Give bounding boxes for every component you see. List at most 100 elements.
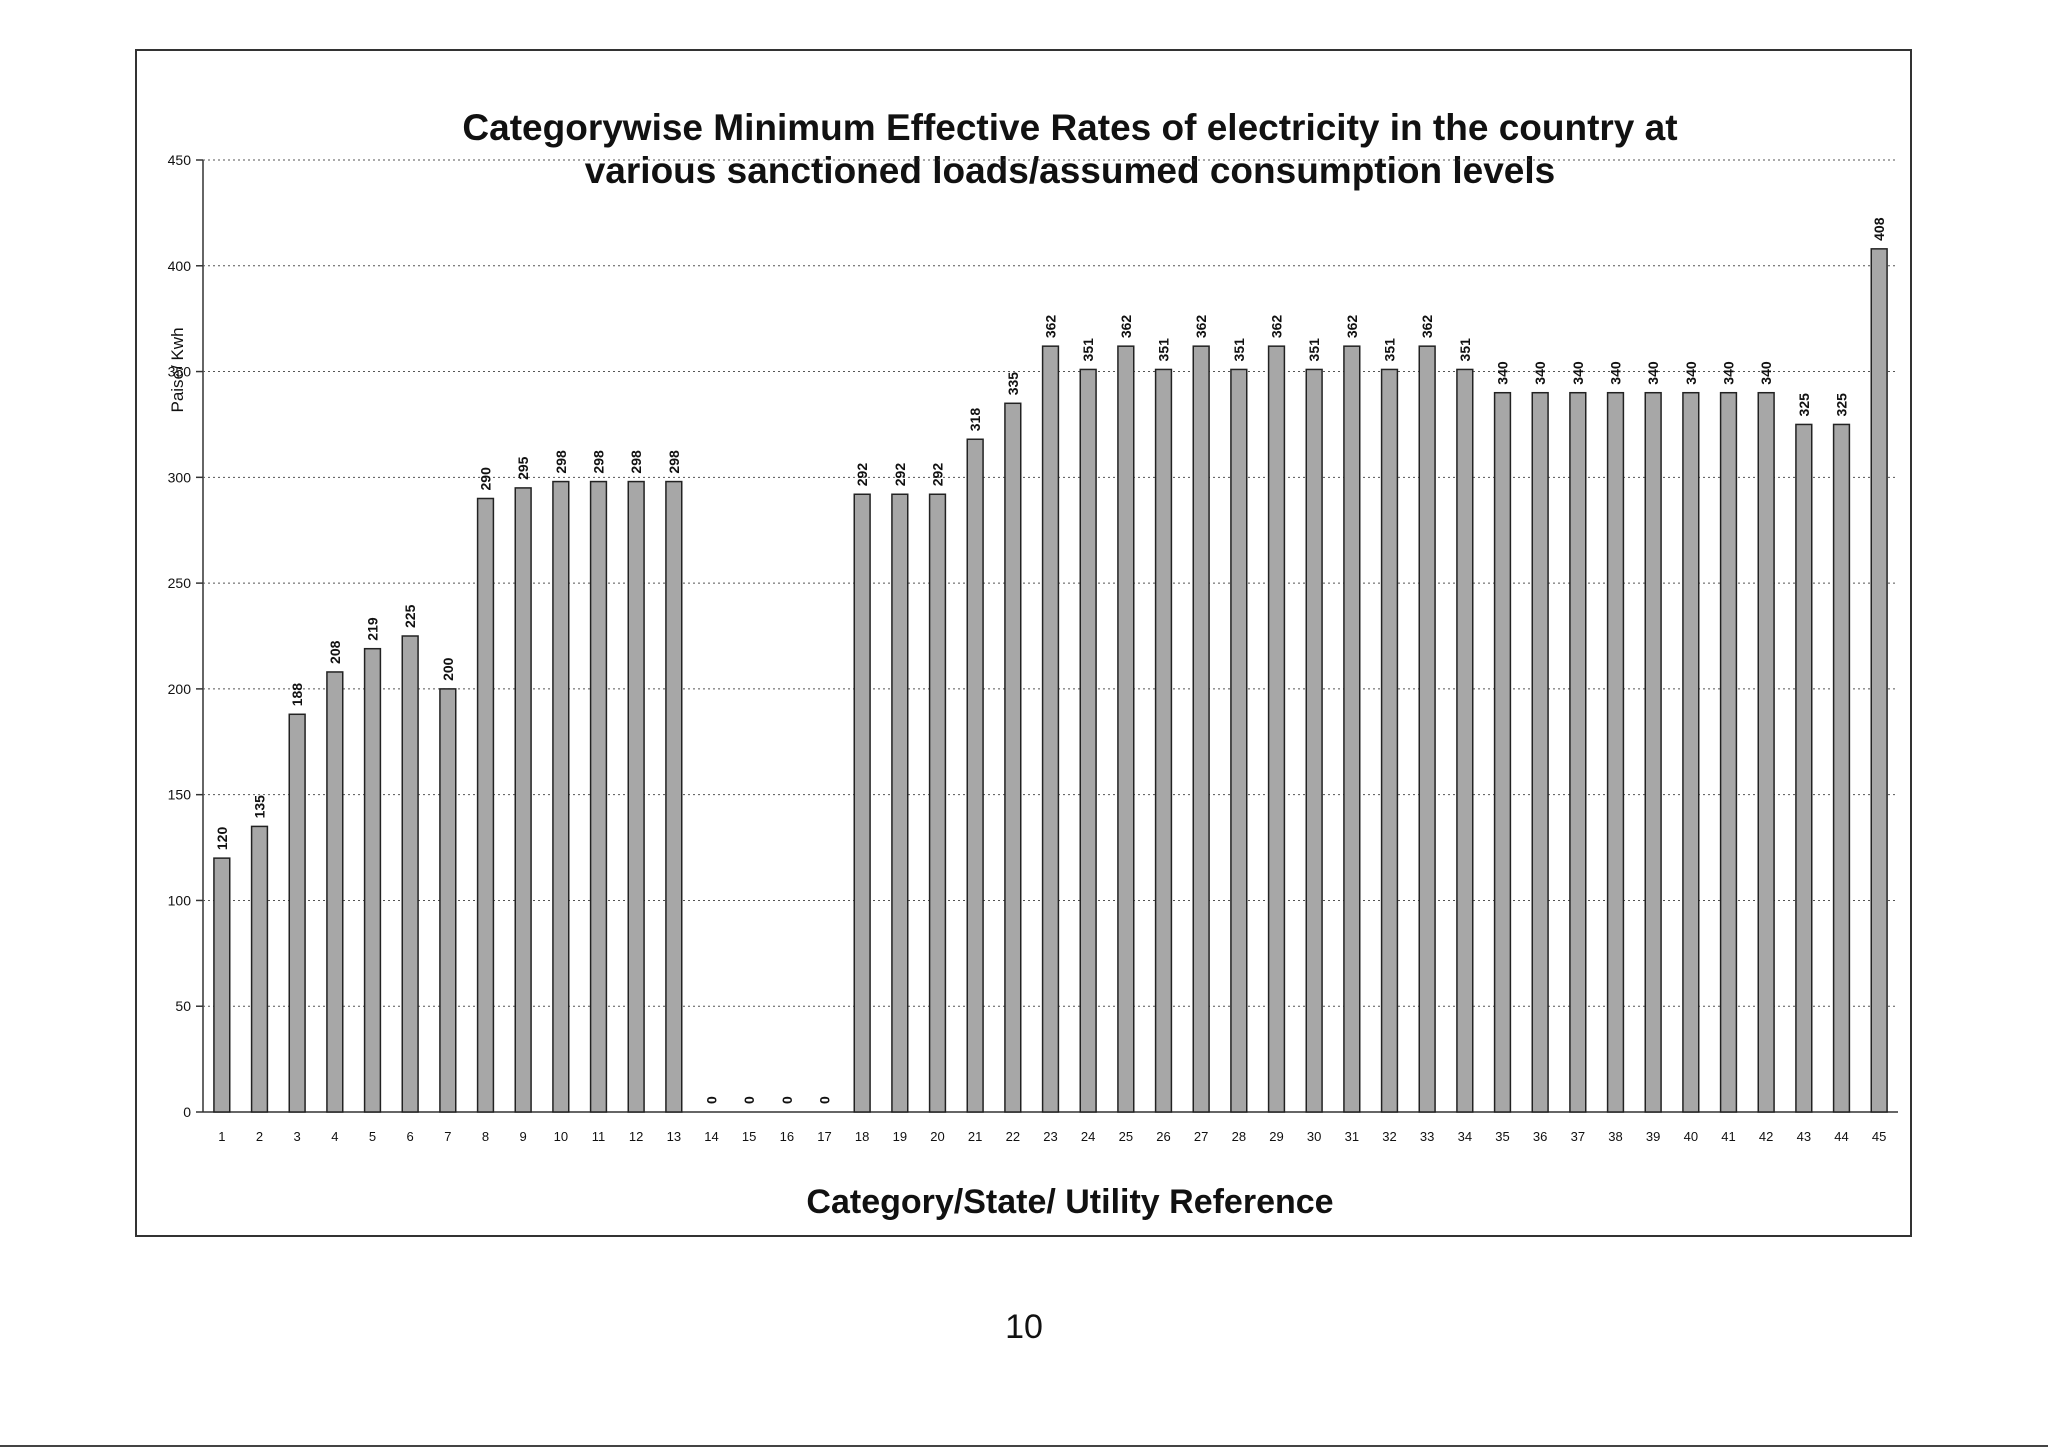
x-tick-label: 39 bbox=[1646, 1129, 1660, 1144]
data-label: 335 bbox=[1005, 372, 1021, 396]
chart-title-line-1: Categorywise Minimum Effective Rates of … bbox=[462, 107, 1677, 148]
data-label: 120 bbox=[214, 827, 230, 851]
data-label: 325 bbox=[1796, 393, 1812, 417]
bar bbox=[1004, 402, 1022, 1113]
bar bbox=[401, 635, 419, 1113]
x-tick-label: 38 bbox=[1608, 1129, 1622, 1144]
data-label: 362 bbox=[1118, 315, 1134, 339]
x-tick-label: 37 bbox=[1571, 1129, 1585, 1144]
bar bbox=[514, 487, 532, 1113]
x-tick-label: 15 bbox=[742, 1129, 756, 1144]
bar bbox=[1041, 345, 1060, 1113]
bar bbox=[1870, 248, 1888, 1113]
x-tick-label: 3 bbox=[294, 1129, 301, 1144]
x-axis-label: Category/State/ Utility Reference bbox=[806, 1183, 1333, 1221]
x-tick-label: 41 bbox=[1721, 1129, 1735, 1144]
bar bbox=[627, 480, 645, 1113]
bar bbox=[1343, 345, 1361, 1113]
bar bbox=[288, 713, 306, 1113]
bar bbox=[589, 480, 608, 1113]
data-label: 200 bbox=[440, 657, 456, 681]
data-label: 351 bbox=[1306, 338, 1322, 362]
y-tick-label: 250 bbox=[168, 575, 192, 591]
bar bbox=[250, 825, 269, 1113]
y-tick-label: 350 bbox=[168, 364, 192, 380]
data-label: 298 bbox=[628, 450, 644, 474]
bar bbox=[1305, 368, 1323, 1113]
x-tick-label: 17 bbox=[817, 1129, 831, 1144]
x-tick-label: 16 bbox=[780, 1129, 794, 1144]
x-tick-label: 8 bbox=[482, 1129, 489, 1144]
data-label: 408 bbox=[1871, 217, 1887, 241]
page-number: 10 bbox=[1005, 1308, 1043, 1346]
x-tick-label: 35 bbox=[1495, 1129, 1509, 1144]
data-label: 340 bbox=[1532, 361, 1548, 385]
x-tick-label: 25 bbox=[1119, 1129, 1133, 1144]
x-tick-label: 10 bbox=[554, 1129, 568, 1144]
bar bbox=[1267, 345, 1286, 1113]
data-label: 351 bbox=[1156, 338, 1172, 362]
x-tick-label: 9 bbox=[520, 1129, 527, 1144]
data-label: 0 bbox=[779, 1096, 795, 1104]
plot-bars bbox=[213, 248, 1888, 1113]
bar bbox=[1644, 391, 1662, 1113]
y-axis-label: Paise/ Kwh bbox=[168, 327, 187, 412]
y-tick-label: 450 bbox=[168, 152, 192, 168]
data-label: 225 bbox=[402, 604, 418, 628]
y-tick-label: 400 bbox=[168, 258, 192, 274]
bar bbox=[1192, 345, 1210, 1113]
bar bbox=[213, 857, 231, 1113]
x-tick-label: 2 bbox=[256, 1129, 263, 1144]
data-label: 362 bbox=[1193, 315, 1209, 339]
bar bbox=[476, 497, 495, 1113]
data-label: 0 bbox=[704, 1096, 720, 1104]
x-tick-label: 21 bbox=[968, 1129, 982, 1144]
chart-title-line-2: various sanctioned loads/assumed consump… bbox=[585, 150, 1556, 191]
bar bbox=[552, 480, 570, 1113]
x-tick-label: 28 bbox=[1232, 1129, 1246, 1144]
bar bbox=[1230, 368, 1248, 1113]
bar bbox=[1719, 391, 1738, 1113]
bar bbox=[665, 480, 683, 1113]
x-tick-label: 26 bbox=[1156, 1129, 1170, 1144]
x-tick-label: 40 bbox=[1684, 1129, 1698, 1144]
bar bbox=[326, 671, 344, 1113]
x-tick-label: 32 bbox=[1382, 1129, 1396, 1144]
plot-labels: 0501001502002503003504004501120213531884… bbox=[168, 152, 1888, 1144]
x-tick-label: 43 bbox=[1797, 1129, 1811, 1144]
x-tick-label: 18 bbox=[855, 1129, 869, 1144]
x-tick-label: 13 bbox=[667, 1129, 681, 1144]
data-label: 362 bbox=[1269, 315, 1285, 339]
bar bbox=[439, 688, 457, 1113]
data-label: 295 bbox=[515, 456, 531, 480]
data-label: 219 bbox=[365, 617, 381, 641]
bar bbox=[1079, 368, 1097, 1113]
x-tick-label: 44 bbox=[1834, 1129, 1848, 1144]
data-label: 208 bbox=[327, 640, 343, 664]
data-label: 351 bbox=[1382, 338, 1398, 362]
data-label: 340 bbox=[1495, 361, 1511, 385]
bar bbox=[363, 647, 382, 1113]
y-tick-label: 0 bbox=[183, 1104, 191, 1120]
y-tick-label: 200 bbox=[168, 681, 192, 697]
bottom-rule bbox=[0, 1445, 2048, 1447]
data-label: 351 bbox=[1457, 338, 1473, 362]
x-tick-label: 4 bbox=[331, 1129, 338, 1144]
x-tick-label: 30 bbox=[1307, 1129, 1321, 1144]
data-label: 362 bbox=[1043, 315, 1059, 339]
bar bbox=[891, 493, 909, 1113]
data-label: 340 bbox=[1683, 361, 1699, 385]
x-tick-label: 22 bbox=[1006, 1129, 1020, 1144]
bar bbox=[1757, 391, 1775, 1113]
x-tick-label: 36 bbox=[1533, 1129, 1547, 1144]
data-label: 351 bbox=[1080, 338, 1096, 362]
bar bbox=[1569, 391, 1587, 1113]
x-tick-label: 7 bbox=[444, 1129, 451, 1144]
bar bbox=[853, 493, 871, 1113]
chart-border bbox=[135, 49, 1912, 1237]
bar bbox=[966, 438, 984, 1113]
x-tick-label: 1 bbox=[218, 1129, 225, 1144]
x-tick-label: 19 bbox=[893, 1129, 907, 1144]
data-label: 135 bbox=[252, 795, 268, 819]
